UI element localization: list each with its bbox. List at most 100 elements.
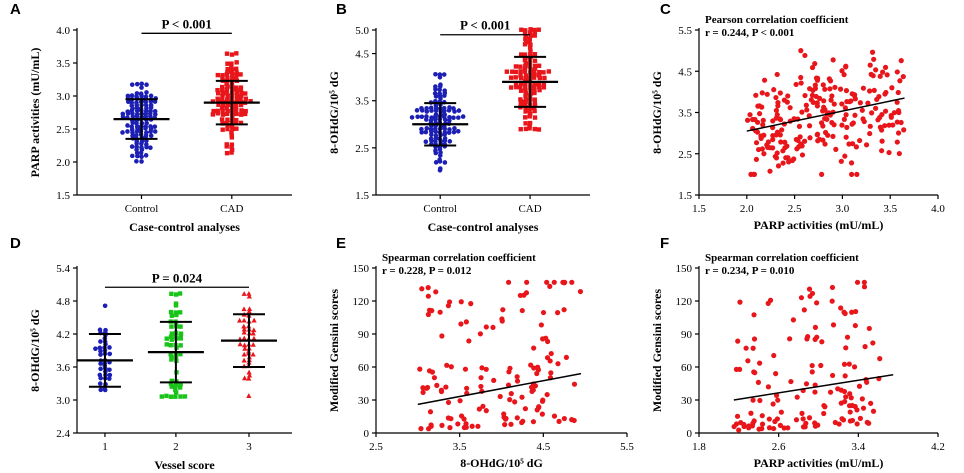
data-point — [829, 372, 836, 379]
data-point — [777, 90, 783, 96]
data-point — [851, 364, 858, 370]
panel-letter: E — [336, 235, 346, 252]
data-point — [442, 160, 448, 165]
data-point — [97, 345, 103, 351]
data-point — [849, 309, 855, 315]
data-point — [859, 107, 865, 113]
data-point — [441, 72, 447, 77]
y-tick-label: 1.5 — [355, 190, 369, 202]
data-point — [561, 415, 567, 422]
data-point — [759, 90, 765, 96]
data-point — [812, 61, 818, 67]
data-point — [250, 351, 256, 357]
data-point — [877, 73, 883, 79]
data-point — [547, 358, 553, 364]
data-point — [540, 309, 547, 316]
data-point — [107, 376, 112, 381]
data-point — [877, 124, 883, 130]
data-point — [148, 93, 154, 99]
data-point — [178, 351, 183, 357]
data-point — [806, 123, 813, 129]
data-point — [164, 342, 169, 347]
data-point — [874, 96, 880, 103]
data-point — [246, 375, 252, 381]
data-point — [168, 381, 174, 386]
data-point — [846, 403, 853, 409]
data-point — [864, 379, 870, 385]
data-point — [508, 421, 514, 427]
data-point — [849, 171, 855, 177]
data-point — [527, 108, 532, 113]
data-point — [148, 102, 154, 108]
data-point — [522, 66, 528, 72]
data-point — [507, 365, 513, 371]
data-point — [457, 398, 463, 404]
data-point — [784, 99, 790, 105]
data-point — [857, 137, 863, 144]
data-point — [759, 413, 765, 419]
data-point — [528, 27, 533, 32]
data-point — [143, 153, 149, 158]
data-point — [479, 365, 485, 371]
data-point — [769, 145, 776, 151]
data-point — [830, 133, 836, 139]
x-tick-label: 2.6 — [772, 441, 786, 453]
data-point — [238, 85, 244, 90]
data-point — [234, 90, 240, 95]
data-point — [169, 355, 174, 360]
data-point — [798, 48, 804, 54]
data-point — [785, 155, 791, 161]
data-point — [531, 75, 537, 80]
data-point — [174, 312, 179, 318]
data-point — [514, 378, 521, 384]
data-point — [414, 108, 420, 113]
data-point — [757, 397, 763, 404]
data-point — [173, 390, 179, 395]
data-point — [831, 101, 837, 107]
data-point — [429, 115, 434, 120]
data-point — [97, 327, 103, 333]
data-point — [854, 279, 861, 285]
x-tick-label: 3 — [246, 441, 252, 453]
data-point — [239, 112, 244, 117]
data-point — [477, 331, 483, 337]
data-point — [220, 103, 226, 108]
data-point — [466, 338, 472, 344]
data-point — [215, 108, 220, 114]
data-point — [523, 28, 528, 33]
y-tick-label: 3.6 — [56, 362, 70, 374]
data-point — [523, 126, 529, 132]
data-point — [812, 336, 818, 342]
p-value-label: P < 0.001 — [161, 16, 211, 31]
data-point — [238, 72, 243, 77]
data-point — [815, 138, 821, 144]
data-point — [178, 324, 183, 329]
y-tick-label: 3.5 — [355, 96, 369, 108]
data-point — [853, 144, 859, 150]
data-point — [806, 415, 813, 421]
data-point — [883, 89, 889, 96]
data-point — [750, 345, 756, 351]
y-tick-label: 3.5 — [56, 58, 70, 70]
data-point — [765, 139, 771, 145]
data-point — [448, 364, 454, 370]
data-point — [442, 136, 448, 141]
data-point — [849, 417, 856, 424]
data-point — [491, 377, 497, 383]
data-point — [798, 74, 804, 81]
data-point — [853, 308, 859, 315]
data-point — [537, 87, 542, 93]
data-point — [775, 103, 781, 109]
data-point — [897, 78, 903, 84]
data-point — [98, 339, 103, 344]
data-point — [139, 159, 144, 164]
panel-letter: D — [10, 235, 21, 252]
data-point — [860, 85, 867, 91]
data-point — [743, 345, 749, 351]
data-point — [544, 279, 550, 285]
data-point — [438, 388, 445, 395]
data-point — [882, 64, 889, 70]
data-point — [210, 112, 216, 117]
x-axis-title: Vessel score — [154, 458, 215, 472]
